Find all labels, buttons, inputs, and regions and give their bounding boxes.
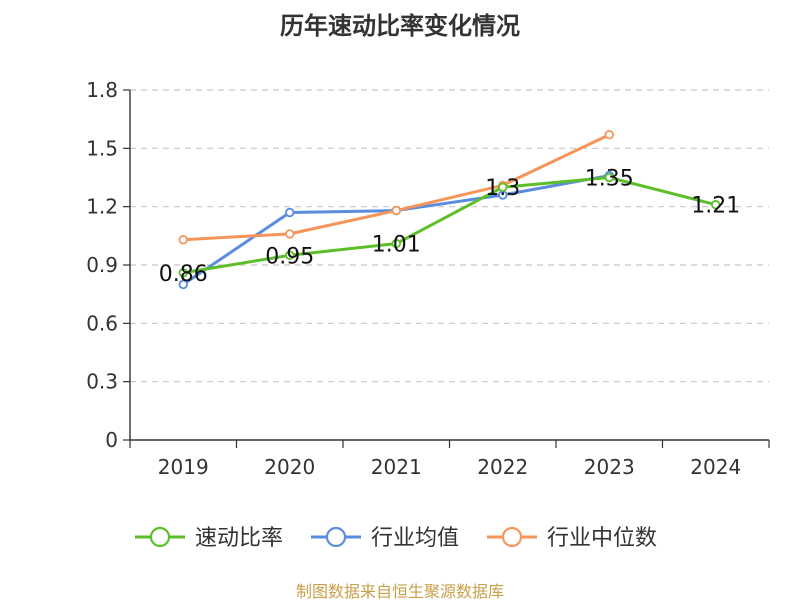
data-label: 1.01 (372, 233, 421, 258)
data-point (391, 238, 401, 249)
legend-label: 行业均值 (371, 526, 459, 551)
series-line-0 (183, 176, 717, 275)
x-tick-label: 2019 (158, 455, 209, 479)
data-point (178, 235, 188, 245)
legend-item-0[interactable]: 速动比率 (135, 526, 283, 551)
x-tick-label: 2021 (371, 455, 422, 479)
y-tick-label: 1.5 (86, 136, 118, 160)
legend-marker (501, 526, 523, 548)
x-tick-label: 2022 (477, 455, 528, 479)
data-label: 0.95 (265, 244, 314, 269)
legend-item-1[interactable]: 行业均值 (311, 526, 459, 551)
legend-marker (149, 526, 171, 548)
data-point (391, 205, 401, 216)
data-point (604, 172, 614, 183)
x-tick-label: 2020 (264, 455, 315, 479)
source-note: 制图数据来自恒生聚源数据库 (295, 582, 504, 601)
legend-marker (325, 526, 347, 548)
y-tick-label: 1.8 (86, 78, 118, 102)
data-point (498, 182, 508, 192)
legend-label: 行业中位数 (547, 526, 657, 551)
data-labels: 0.86 0.95 1.01 1.3 1.35 1.21 (159, 167, 740, 287)
data-point (711, 200, 721, 210)
data-point (285, 250, 295, 260)
data-label: 1.3 (485, 176, 520, 201)
series-lines (178, 130, 721, 290)
y-tick-label: 0.6 (86, 311, 118, 335)
data-point (178, 268, 188, 278)
data-point (178, 279, 188, 290)
y-tick-label: 0.3 (86, 370, 118, 394)
chart-title: 历年速动比率变化情况 (280, 12, 520, 40)
legend-label: 速动比率 (195, 526, 283, 551)
axes: 0 0.3 0.6 0.9 1.2 1.5 1.8 2019 2020 2021 2022 2023 2… (86, 78, 770, 479)
series-line-1 (182, 174, 610, 286)
data-label: 1.35 (585, 167, 634, 192)
x-tick-label: 2024 (690, 455, 741, 479)
data-point (285, 229, 295, 239)
y-tick-label: 0.9 (86, 253, 118, 277)
data-point (604, 130, 614, 140)
data-point (285, 207, 295, 218)
data-label: 1.21 (691, 194, 740, 219)
legend[interactable]: 速动比率 行业均值 行业中位数 (135, 526, 657, 551)
y-tick-label: 0 (105, 428, 118, 452)
y-tick-label: 1.2 (86, 195, 118, 219)
data-label: 0.86 (159, 262, 208, 287)
grid-lines (130, 89, 769, 383)
legend-item-2[interactable]: 行业中位数 (487, 526, 657, 551)
x-tick-label: 2023 (584, 455, 635, 479)
